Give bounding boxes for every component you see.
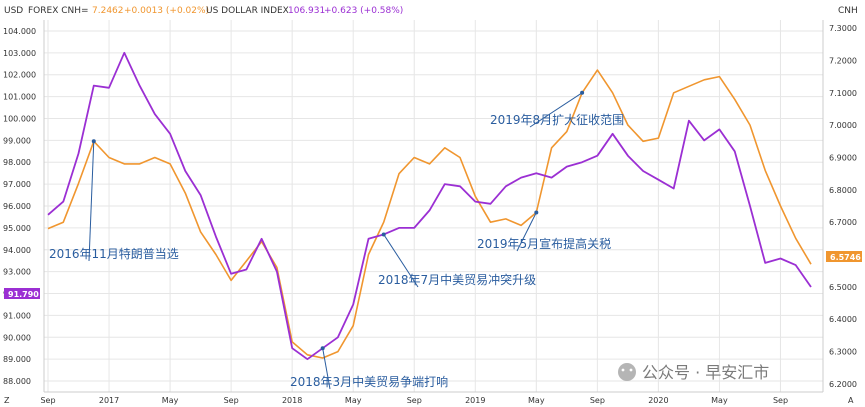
annotation-pointer bbox=[516, 212, 537, 252]
series1-value: 7.2462 bbox=[92, 6, 124, 16]
y-right-tick-label: 7.2000 bbox=[829, 56, 857, 65]
zoom-label[interactable]: Z bbox=[4, 396, 10, 405]
x-tick-label: May bbox=[345, 396, 362, 405]
series2-value: 106.931 bbox=[288, 6, 325, 16]
left-axis-title: USD bbox=[4, 6, 23, 16]
x-tick-label: Sep bbox=[224, 396, 239, 405]
y-left-tick-label: 97.000 bbox=[3, 180, 31, 189]
usd-current-badge bbox=[4, 288, 40, 299]
grid bbox=[44, 20, 823, 392]
annotation-label: 2018年7月中美贸易冲突升级 bbox=[378, 272, 536, 287]
y-left-tick-label: 95.000 bbox=[3, 224, 31, 233]
annotation-label: 2018年3月中美贸易争端打响 bbox=[290, 374, 448, 389]
y-right-tick-label: 6.7000 bbox=[829, 218, 857, 227]
annotation-label: 2019年8月扩大征收范围 bbox=[490, 113, 624, 127]
annotation-point bbox=[320, 346, 325, 351]
watermark: 公众号 · 早安汇市 bbox=[618, 363, 769, 382]
annotation-label: 2019年5月宣布提高关税 bbox=[477, 236, 611, 251]
right-axis-title: CNH bbox=[838, 6, 858, 16]
x-tick-label: May bbox=[162, 396, 179, 405]
y-left-tick-label: 104.000 bbox=[3, 27, 36, 36]
annotation-pointer bbox=[322, 348, 331, 390]
annotation-point bbox=[91, 139, 96, 144]
y-right-tick-label: 6.5000 bbox=[829, 283, 857, 292]
x-tick-label: Sep bbox=[40, 396, 55, 405]
y-right-tick-label: 7.1000 bbox=[829, 89, 857, 98]
y-left-tick-label: 89.000 bbox=[3, 355, 31, 364]
x-tick-label: 2019 bbox=[465, 396, 485, 405]
y-left-tick-label: 90.000 bbox=[3, 333, 31, 342]
y-right-tick-label: 7.0000 bbox=[829, 121, 857, 130]
series2-change: +0.623 (+0.58%) bbox=[324, 6, 403, 16]
y-left-tick-label: 98.000 bbox=[3, 158, 31, 167]
x-tick-label: Sep bbox=[407, 396, 422, 405]
series-lines bbox=[47, 51, 812, 361]
usd-current-value: 91.790 bbox=[8, 290, 39, 299]
y-left-tick-label: 94.000 bbox=[3, 246, 31, 255]
auto-scale-label[interactable]: A bbox=[848, 396, 854, 405]
annotation-pointer bbox=[88, 141, 95, 262]
x-tick-label: Sep bbox=[590, 396, 605, 405]
annotation-pointer bbox=[529, 92, 583, 128]
y-right-tick-label: 6.8000 bbox=[829, 186, 857, 195]
y-right-tick-label: 7.3000 bbox=[829, 24, 857, 33]
y-left-tick-label: 103.000 bbox=[3, 49, 36, 58]
annotation-point bbox=[381, 232, 386, 237]
y-left-tick-label: 93.000 bbox=[3, 268, 31, 277]
x-tick-label: May bbox=[711, 396, 728, 405]
cnh-current-value: 6.5746 bbox=[830, 253, 861, 262]
x-tick-label: 2018 bbox=[282, 396, 302, 405]
x-tick-label: Sep bbox=[773, 396, 788, 405]
annotation-point bbox=[534, 210, 539, 215]
y-right-tick-label: 6.3000 bbox=[829, 348, 857, 357]
y-right-tick-label: 6.4000 bbox=[829, 315, 857, 324]
y-left-tick-label: 100.000 bbox=[3, 114, 36, 123]
annotation-pointer bbox=[383, 234, 419, 288]
annotations: 2016年11月特朗普当选 2018年3月中美贸易争端打响 2018年7月中美贸易冲… bbox=[49, 90, 624, 390]
wechat-icon bbox=[618, 363, 636, 381]
series1-name: FOREX CNH= bbox=[28, 6, 89, 16]
cnh-current-badge bbox=[826, 251, 862, 262]
x-tick-label: 2020 bbox=[648, 396, 668, 405]
y-left-tick-label: 102.000 bbox=[3, 71, 36, 80]
series-line-usd bbox=[47, 51, 812, 361]
y-left-tick-label: 101.000 bbox=[3, 93, 36, 102]
y-left-tick-label: 88.000 bbox=[3, 377, 31, 386]
annotation-label: 2016年11月特朗普当选 bbox=[49, 246, 179, 261]
y-left-tick-label: 91.000 bbox=[3, 311, 31, 320]
y-left-tick-label: 99.000 bbox=[3, 136, 31, 145]
series2-name: US DOLLAR INDEX bbox=[206, 6, 289, 16]
series1-change: +0.0013 (+0.02%) bbox=[124, 6, 209, 16]
y-right-tick-label: 6.9000 bbox=[829, 153, 857, 162]
watermark-text: 公众号 · 早安汇市 bbox=[642, 363, 769, 382]
x-tick-label: 2017 bbox=[99, 396, 119, 405]
annotation-point bbox=[580, 90, 585, 95]
series-line-cnh bbox=[47, 69, 812, 359]
y-left-tick-label: 96.000 bbox=[3, 202, 31, 211]
y-right-tick-label: 6.2000 bbox=[829, 380, 857, 389]
x-tick-label: May bbox=[528, 396, 545, 405]
